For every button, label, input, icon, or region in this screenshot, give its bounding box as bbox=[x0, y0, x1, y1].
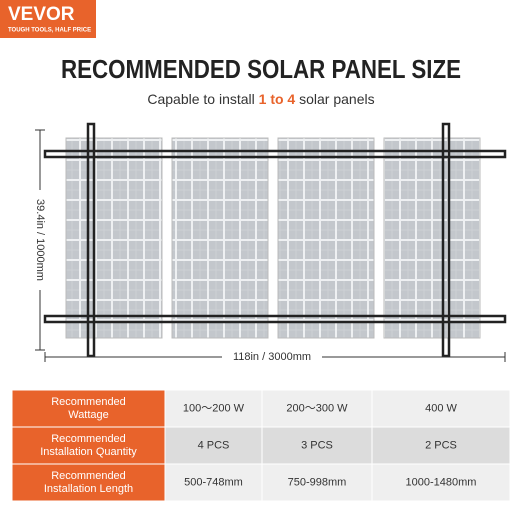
row-header: Recommended bbox=[51, 396, 126, 408]
cell-text: 4 PCS bbox=[198, 439, 230, 451]
cell-text: 400 W bbox=[425, 402, 457, 414]
cell-text: 2 PCS bbox=[425, 439, 457, 451]
cell-text: 3 PCS bbox=[301, 439, 333, 451]
solar-panels bbox=[65, 137, 481, 339]
row-header: Wattage bbox=[68, 409, 109, 421]
brand-name: VEVOR bbox=[8, 4, 75, 25]
cell-text: 100～200 W bbox=[183, 402, 245, 414]
height-label: 39.4in / 1000mm bbox=[34, 199, 46, 281]
panel bbox=[65, 137, 163, 339]
cell-text: 1000-1480mm bbox=[406, 476, 477, 488]
cell-text: 750-998mm bbox=[288, 476, 347, 488]
table-cell bbox=[371, 389, 511, 428]
brand-tagline: TOUGH TOOLS, HALF PRICE bbox=[8, 28, 91, 34]
subtitle-highlight: 1 to 4 bbox=[259, 91, 296, 107]
logo-box bbox=[0, 0, 96, 38]
title: RECOMMENDED SOLAR PANEL SIZE bbox=[61, 54, 461, 84]
row-header: Recommended bbox=[51, 433, 126, 445]
panel bbox=[277, 137, 375, 339]
header-cell bbox=[11, 463, 166, 502]
cell-text: 500-748mm bbox=[184, 476, 243, 488]
panel bbox=[171, 137, 269, 339]
header-cell bbox=[11, 426, 166, 465]
table-cell bbox=[164, 426, 263, 465]
rail bbox=[441, 122, 451, 358]
subtitle: Capable to install 1 to 4 solar panels bbox=[147, 91, 374, 107]
rail bbox=[43, 149, 507, 159]
row-header: Recommended bbox=[51, 470, 126, 482]
table-cell bbox=[261, 463, 373, 502]
mounting-rails bbox=[43, 122, 507, 358]
cell-text: 200～300 W bbox=[286, 402, 348, 414]
table-cell bbox=[261, 426, 373, 465]
rail bbox=[86, 122, 96, 358]
label-bg bbox=[30, 190, 50, 290]
rail bbox=[43, 314, 507, 324]
row-header: Installation Length bbox=[44, 483, 133, 495]
label-bg bbox=[222, 350, 322, 364]
table-cell bbox=[371, 426, 511, 465]
subtitle-text: solar panels bbox=[295, 91, 374, 107]
row-header: Installation Quantity bbox=[40, 446, 137, 458]
width-label: 118in / 3000mm bbox=[233, 351, 311, 363]
table-cell bbox=[371, 463, 511, 502]
subtitle-text: Capable to install bbox=[147, 91, 258, 107]
panel bbox=[383, 137, 481, 339]
